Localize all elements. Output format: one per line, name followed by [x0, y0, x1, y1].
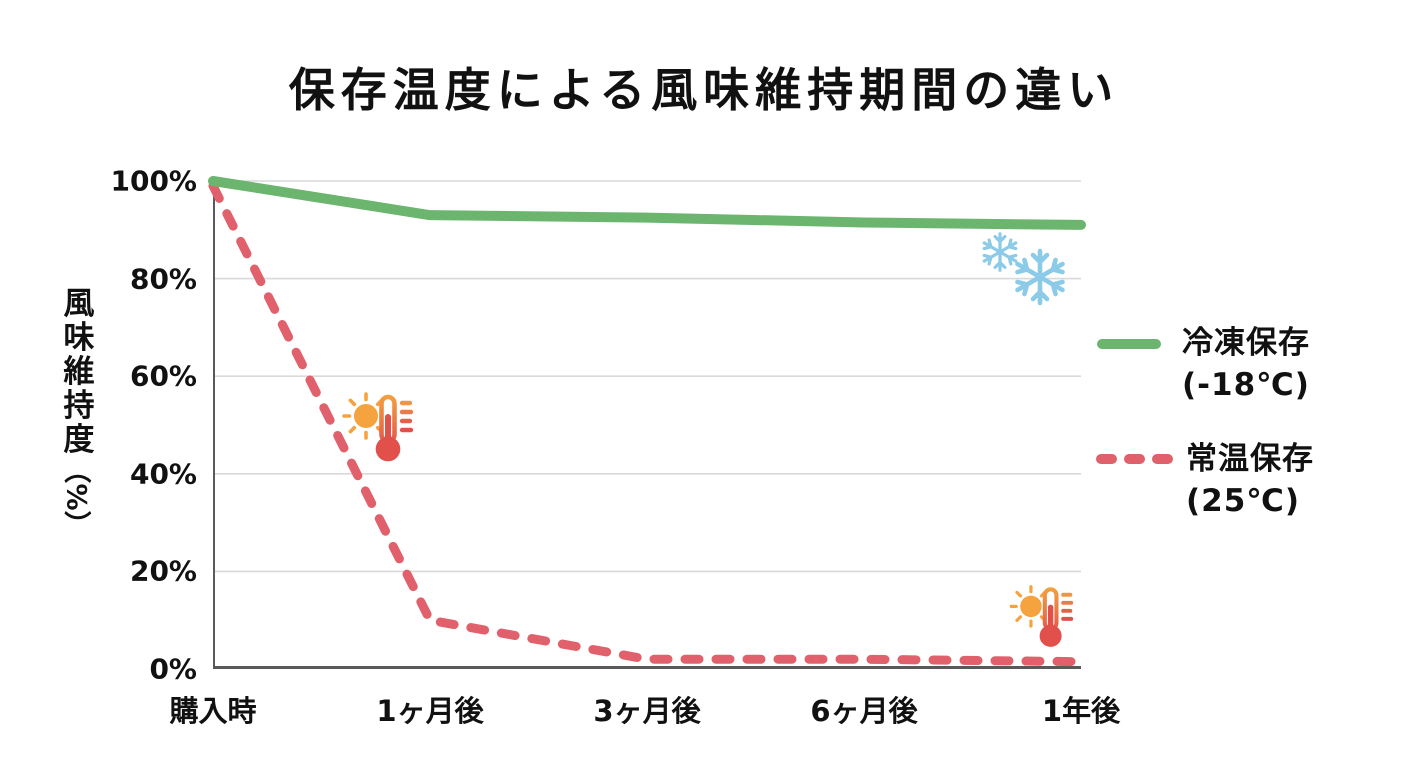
- legend-label-room: 常温保存: [1186, 441, 1314, 477]
- y-axis-title-char: 持: [63, 388, 95, 424]
- y-axis-title: 風 味 維 持 度 （%）: [58, 286, 100, 538]
- y-axis-title-char: 維: [63, 354, 95, 390]
- series-line-1: [208, 181, 1086, 667]
- sun-thermometer-icon-upper: [336, 391, 414, 467]
- x-tick-3months: 3ヶ月後: [593, 694, 701, 728]
- y-tick-20: 20%: [129, 554, 197, 588]
- legend-text-frozen: 冷凍保存 (-18℃): [1182, 322, 1310, 406]
- y-tick-100: 100%: [110, 164, 197, 198]
- chart-title: 保存温度による風味維持期間の違い: [288, 63, 1120, 117]
- snowflake-icon-large: [1010, 247, 1070, 307]
- legend-text-room: 常温保存 (25℃): [1186, 438, 1314, 522]
- x-tick-1year: 1年後: [1041, 694, 1121, 728]
- legend-sublabel-room: (25℃): [1186, 483, 1301, 519]
- y-axis-title-char: 味: [63, 320, 95, 356]
- legend-item-frozen: 冷凍保存 (-18℃): [1097, 322, 1310, 406]
- x-tick-1month: 1ヶ月後: [376, 694, 484, 728]
- legend-swatch-frozen-line: [1097, 339, 1161, 349]
- series-line-0: [208, 176, 1086, 230]
- y-tick-0: 0%: [149, 652, 197, 686]
- plot-area: [208, 176, 1086, 669]
- x-tick-purchase: 購入時: [169, 694, 257, 728]
- y-tick-80: 80%: [129, 262, 197, 296]
- x-tick-6months: 6ヶ月後: [810, 694, 918, 728]
- y-axis-unit: （%）: [60, 456, 92, 538]
- legend-item-room-temp: 常温保存 (25℃): [1096, 438, 1314, 522]
- legend-label-frozen: 冷凍保存: [1182, 325, 1310, 361]
- y-axis-title-char: 度: [63, 422, 95, 458]
- legend-sublabel-frozen: (-18℃): [1182, 367, 1310, 403]
- y-tick-40: 40%: [129, 457, 197, 491]
- y-axis-title-char: 風: [63, 286, 95, 322]
- y-tick-60: 60%: [129, 359, 197, 393]
- legend-swatch-room-dashed-line: [1096, 454, 1173, 464]
- sun-thermometer-icon-lower: [1004, 584, 1074, 652]
